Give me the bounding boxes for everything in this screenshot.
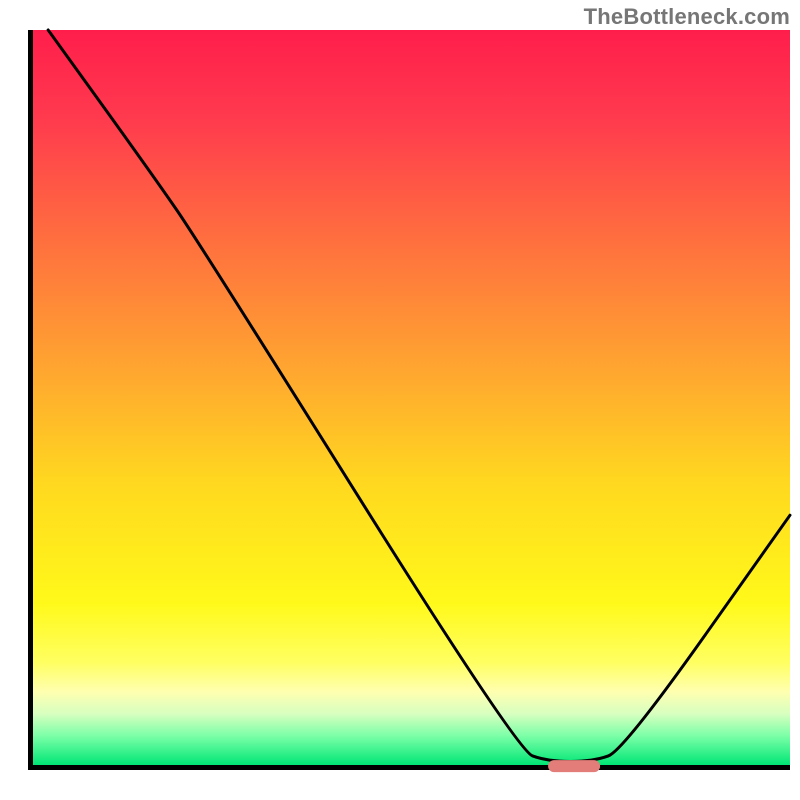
bottleneck-curve <box>33 30 790 765</box>
watermark-text: TheBottleneck.com <box>584 4 790 30</box>
plot-area <box>28 30 790 770</box>
chart-container: TheBottleneck.com <box>0 0 800 800</box>
optimum-marker <box>548 760 600 772</box>
